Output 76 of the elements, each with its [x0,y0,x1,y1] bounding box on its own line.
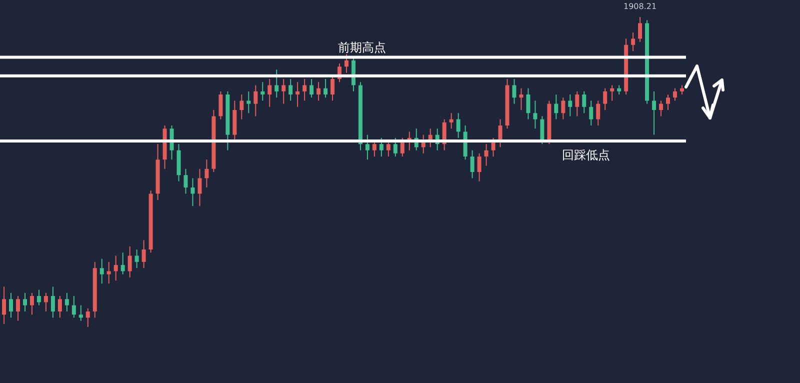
candlestick [603,88,608,110]
candlestick [344,54,348,74]
candlestick [30,292,34,316]
candlestick [142,240,146,269]
candlestick [386,140,390,157]
candlestick [540,116,544,145]
candlestick [484,144,488,166]
candlestick [582,90,586,114]
candlestick [72,296,76,318]
candlestick [365,134,370,160]
candlestick [316,82,321,102]
candlestick [631,32,636,52]
candlestick [666,94,670,110]
annotation: 1908.21 [624,2,657,11]
candlestick [372,140,376,157]
candlestick [324,78,328,98]
candlestick [44,292,48,312]
candlestick [16,296,20,322]
candlestick [680,84,684,95]
candlestick [204,159,209,188]
candlestick [36,289,41,306]
candlestick [254,84,258,117]
candlestick [526,88,530,120]
candlestick [519,88,524,110]
candlestick [240,94,244,120]
candlestick [100,258,104,284]
candlestick [575,90,580,117]
candlestick [554,94,558,120]
candlestick [198,168,202,207]
candlestick [2,286,6,324]
candlestick [302,78,307,102]
candlestick [561,97,566,120]
candlestick [218,90,223,120]
candlestick [128,246,132,278]
candlestick [268,78,272,108]
candlestick [260,82,265,102]
candlestick [456,112,460,138]
candlestick [596,100,600,126]
ref-line-label: 回踩低点 [562,148,610,162]
candlestick [310,78,314,98]
candlestick [120,252,125,275]
candlestick [379,137,384,157]
candlestick [568,94,572,117]
candlestick [22,292,27,312]
candlestick [589,100,594,126]
candlestick [78,304,83,322]
candlestick [652,90,656,136]
candlestick [288,78,293,102]
candlestick [610,84,614,102]
candlestick [672,88,677,102]
candlestick [617,84,622,95]
candlestick [184,168,188,194]
candlestick [330,75,335,102]
candlestick [246,90,251,114]
candlestick [106,261,111,284]
candlestick [498,118,502,148]
candlestick [659,100,664,117]
candlestick [134,249,139,269]
candlestick [64,292,69,312]
candlestick [449,112,454,130]
candlestick [470,150,474,179]
candlestick [393,137,398,157]
candlestick [638,16,642,42]
candlestick [296,82,300,108]
candlestick [9,292,14,318]
candlestick [274,69,279,98]
candlestick [533,100,538,130]
candlestick [86,308,90,328]
ref-line-label: 前期高点 [338,40,386,54]
candlestick [50,286,55,318]
candlestick [512,78,516,104]
candlestick [477,152,482,182]
candlestick [114,255,118,281]
candlestick [190,178,195,207]
candlestick [282,78,286,104]
candlestick [58,296,62,318]
